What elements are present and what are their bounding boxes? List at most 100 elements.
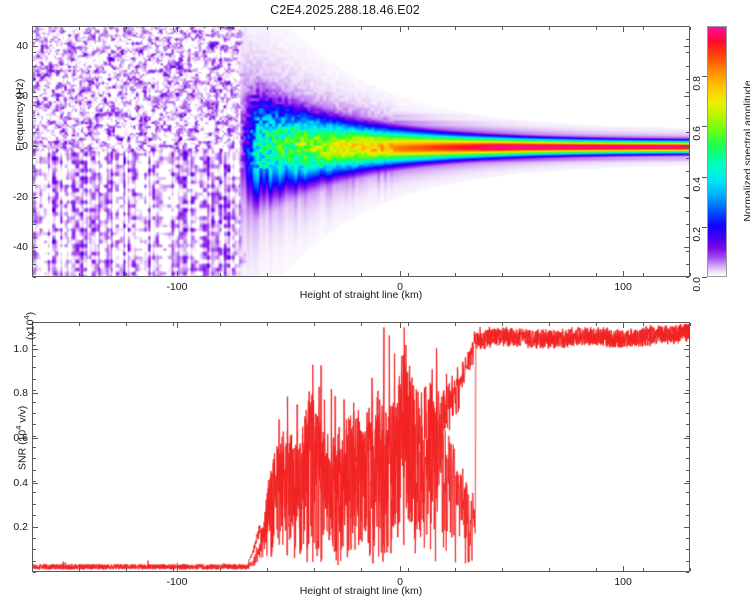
spectrogram-x-minor-tick	[314, 27, 315, 30]
spectrogram-x-minor-tick	[361, 273, 362, 276]
spectrogram-x-minor-tick	[596, 27, 597, 30]
spectrogram-y-minor-tick	[33, 263, 36, 265]
colorbar-tick-label: 0.4	[691, 176, 703, 192]
spectrogram-x-major-tick	[176, 27, 178, 32]
spectrogram-y-major-tick	[33, 146, 38, 148]
snr-y-minor-tick	[33, 469, 36, 471]
snr-y-minor-tick	[686, 572, 689, 573]
snr-x-tick-label: -100	[166, 576, 188, 588]
spectrogram-y-minor-tick	[33, 26, 36, 27]
snr-x-minor-tick	[455, 323, 456, 326]
spectrogram-y-minor-tick	[686, 26, 689, 27]
colorbar-tick-label: 0.6	[691, 126, 703, 141]
snr-y-minor-tick	[33, 537, 36, 539]
spectrogram-y-minor-tick	[686, 131, 689, 133]
spectrogram-x-minor-tick	[455, 27, 456, 30]
snr-x-minor-tick	[32, 568, 33, 571]
snr-y-minor-tick	[33, 515, 36, 517]
snr-x-tick-label: 100	[614, 576, 632, 588]
spectrogram-plot-area	[32, 26, 690, 277]
snr-y-minor-tick	[33, 412, 36, 414]
spectrogram-x-minor-tick	[596, 273, 597, 276]
snr-y-minor-tick	[33, 435, 36, 437]
snr-x-tick-label: 0	[397, 576, 403, 588]
snr-y-minor-tick	[686, 447, 689, 448]
snr-y-major-tick	[684, 527, 689, 529]
snr-x-minor-tick	[549, 323, 550, 326]
spectrogram-y-minor-tick	[33, 144, 36, 146]
snr-x-minor-tick	[408, 323, 409, 326]
snr-y-tick-label: 0.8	[13, 387, 28, 400]
spectrogram-y-minor-tick	[33, 39, 36, 41]
spectrogram-y-minor-tick	[686, 39, 689, 41]
snr-x-minor-tick	[361, 568, 362, 571]
snr-y-major-tick	[33, 393, 38, 395]
snr-y-minor-tick	[686, 435, 689, 437]
snr-x-minor-tick	[408, 568, 409, 571]
spectrogram-y-minor-tick	[33, 105, 36, 107]
snr-y-minor-tick	[686, 367, 689, 369]
snr-y-major-tick	[33, 348, 38, 350]
spectrogram-x-major-tick	[400, 271, 402, 276]
spectrogram-y-minor-tick	[33, 78, 36, 80]
snr-x-minor-tick	[502, 323, 503, 326]
spectrogram-y-minor-tick	[33, 237, 36, 239]
snr-y-minor-tick	[33, 503, 36, 505]
colorbar: 0.0 0.2 0.4 0.6 0.8	[691, 26, 727, 292]
spectrogram-y-major-tick	[33, 46, 38, 48]
colorbar-tick	[702, 176, 707, 178]
snr-x-minor-tick	[173, 568, 174, 571]
snr-y-minor-tick	[33, 356, 36, 358]
snr-y-minor-tick	[33, 390, 36, 392]
spectrogram-y-major-tick	[684, 246, 689, 248]
spectrogram-x-major-tick	[400, 27, 402, 32]
snr-axis-multiplier: (x104)	[22, 312, 37, 340]
snr-y-axis-title-tail: v/v)	[16, 405, 29, 426]
snr-y-minor-tick	[686, 378, 689, 380]
spectrogram-x-minor-tick	[314, 273, 315, 276]
snr-y-major-tick	[33, 527, 38, 529]
snr-y-axis-title-exponent: 4	[14, 425, 23, 430]
spectrogram-x-minor-tick	[267, 273, 268, 276]
snr-y-minor-tick	[686, 526, 689, 528]
spectrogram-y-minor-tick	[33, 118, 36, 120]
snr-x-minor-tick	[643, 568, 644, 571]
snr-x-minor-tick	[79, 323, 80, 326]
snr-y-minor-tick	[686, 481, 689, 483]
spectrogram-y-major-tick	[684, 46, 689, 48]
spectrogram-x-major-tick	[176, 271, 178, 276]
snr-x-minor-tick	[79, 568, 80, 571]
snr-axis-multiplier-exponent: 4	[22, 315, 31, 320]
snr-x-major-tick	[623, 566, 625, 571]
spectrogram-x-minor-tick	[126, 27, 127, 30]
snr-y-tick-label: 0.4	[13, 476, 28, 489]
snr-x-minor-tick	[126, 323, 127, 326]
spectrogram-y-major-tick	[33, 96, 38, 98]
spectrogram-x-minor-tick	[267, 27, 268, 30]
spectrogram-y-minor-tick	[686, 144, 689, 146]
colorbar-title: Normalized spectral amplitude	[742, 80, 750, 222]
spectrogram-y-minor-tick	[686, 210, 689, 212]
snr-y-tick-label: 1.0	[13, 342, 28, 355]
spectrogram-y-minor-tick	[33, 184, 36, 186]
spectrogram-y-tick-label: -40	[12, 240, 28, 253]
snr-x-minor-tick	[126, 568, 127, 571]
spectrogram-y-minor-tick	[686, 171, 689, 173]
snr-plot-area	[32, 322, 690, 572]
snr-x-major-tick	[176, 323, 178, 328]
colorbar-gradient	[707, 26, 727, 277]
spectrogram-y-major-tick	[33, 196, 38, 198]
spectrogram-x-minor-tick	[126, 273, 127, 276]
snr-x-minor-tick	[549, 568, 550, 571]
spectrogram-y-major-tick	[684, 196, 689, 198]
spectrogram-y-minor-tick	[33, 158, 36, 160]
snr-x-major-tick	[400, 323, 402, 328]
spectrogram-y-minor-tick	[686, 78, 689, 80]
snr-y-minor-tick	[686, 401, 689, 403]
spectrogram-x-tick-label: -100	[166, 281, 188, 293]
snr-x-minor-tick	[267, 568, 268, 571]
spectrogram-y-minor-tick	[33, 171, 36, 173]
spectrogram-x-minor-tick	[173, 273, 174, 276]
snr-x-minor-tick	[220, 323, 221, 326]
spectrogram-x-minor-tick	[643, 27, 644, 30]
